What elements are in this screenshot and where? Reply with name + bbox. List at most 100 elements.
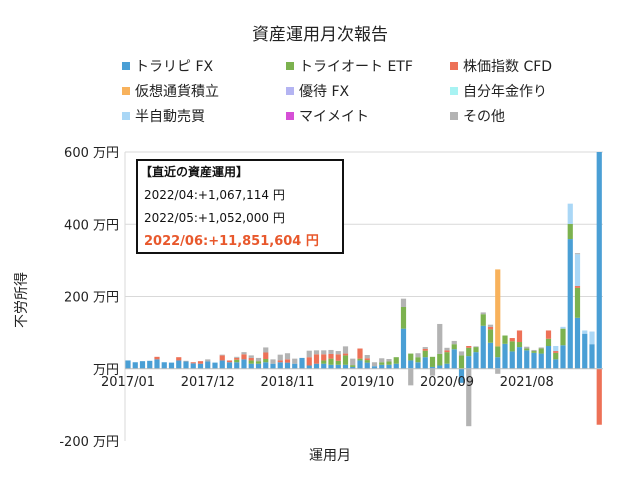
bar-segment <box>277 362 283 369</box>
bar-segment <box>444 363 450 369</box>
x-axis-label: 運用月 <box>309 448 351 464</box>
bar-segment <box>429 368 436 376</box>
legend-swatch <box>450 112 458 120</box>
bar-segment <box>255 357 262 362</box>
bar-segment <box>545 338 552 346</box>
bar-segment <box>219 360 225 369</box>
x-tick-label: 2019/10 <box>340 375 394 390</box>
bar-segment <box>473 346 479 348</box>
bar-segment <box>574 287 581 318</box>
bar-segment <box>415 353 421 358</box>
bar-segment <box>313 363 320 369</box>
bar-segment <box>553 359 559 369</box>
bar-segment <box>205 359 211 362</box>
bar-segment <box>270 359 276 364</box>
annotation-box: 【直近の資産運用】 2022/04:+1,067,114 円 2022/05:+… <box>136 159 344 254</box>
bar-segment <box>241 352 247 355</box>
legend-label: トラリピ FX <box>135 59 214 75</box>
bar-segment <box>183 360 189 362</box>
legend-swatch <box>286 62 294 70</box>
bar-segment <box>574 253 581 255</box>
bar-segment <box>168 362 175 369</box>
bar-segment <box>342 355 349 365</box>
bar-segment <box>487 326 494 330</box>
bar-segment <box>386 361 392 365</box>
bar-segment <box>400 328 407 369</box>
bar-segment <box>364 360 370 363</box>
bar-segment <box>451 349 457 369</box>
bar-segment <box>495 357 501 369</box>
bar-segment <box>313 350 320 355</box>
bar-segment <box>531 349 537 352</box>
bar-segment <box>437 323 443 354</box>
bar-segment <box>531 351 537 353</box>
legend-label: トライオート ETF <box>299 59 413 75</box>
y-tick-label: 400 万円 <box>64 218 119 233</box>
x-tick-label: 2021/08 <box>500 375 554 390</box>
bar-segment <box>248 363 254 369</box>
bar-segment <box>437 353 443 366</box>
bar-segment <box>502 335 508 344</box>
bar-segment <box>205 361 211 369</box>
bar-segment <box>560 345 566 369</box>
bar-segment <box>495 368 501 374</box>
bar-segment <box>379 358 385 363</box>
bar-segment <box>553 345 559 352</box>
bar-segment <box>538 353 544 369</box>
legend-label: マイメイト <box>299 109 369 125</box>
bar-segment <box>241 354 247 360</box>
bar-segment <box>226 362 233 369</box>
legend-item: 自分年金作り <box>450 84 547 100</box>
bar-segment <box>321 350 327 355</box>
bar-segment <box>509 351 515 369</box>
bar-segment <box>408 353 414 361</box>
bar-segment <box>284 353 291 360</box>
y-tick-label: 万円 <box>93 363 119 378</box>
legend-swatch <box>450 87 458 95</box>
bar-segment <box>386 358 392 362</box>
bar-segment <box>582 333 588 369</box>
bar-segment <box>241 359 247 369</box>
bar-segment <box>393 357 399 364</box>
bar-segment <box>466 368 472 427</box>
legend-label: 半自動売買 <box>135 109 205 125</box>
bar-segment <box>422 357 428 369</box>
bar-segment <box>212 362 218 369</box>
bar-segment <box>379 362 385 365</box>
bar-segment <box>545 330 552 339</box>
chart-title: 資産運用月次報告 <box>252 25 388 45</box>
bar-segment <box>335 364 341 369</box>
bar-segment <box>350 366 356 369</box>
bar-segment <box>284 359 291 363</box>
bar-segment <box>574 254 581 287</box>
bar-segment <box>495 346 501 358</box>
bar-segment <box>197 363 204 369</box>
bar-segment <box>219 355 225 361</box>
bar-segment <box>473 347 479 353</box>
bar-segment <box>502 343 508 369</box>
bar-segment <box>480 325 486 369</box>
bar-segment <box>400 298 407 307</box>
bar-segment <box>321 354 327 361</box>
legend-swatch <box>450 62 458 70</box>
bar-segment <box>458 355 465 369</box>
bar-segment <box>306 350 312 358</box>
legend-swatch <box>286 112 294 120</box>
bar-segment <box>487 342 494 369</box>
legend-item: トライオート ETF <box>286 59 413 75</box>
bar-segment <box>190 362 196 364</box>
bar-segment <box>328 364 334 369</box>
bar-segment <box>574 317 581 369</box>
bar-segment <box>567 239 573 369</box>
bar-segment <box>125 360 131 369</box>
bar-segment <box>553 352 559 360</box>
legend-label: その他 <box>463 109 505 125</box>
bar-segment <box>429 366 436 369</box>
bar-segment <box>400 306 407 329</box>
bar-segment <box>263 352 269 359</box>
bar-segment <box>342 353 349 356</box>
bar-segment <box>335 351 341 355</box>
bar-segment <box>422 347 428 349</box>
bar-segment <box>524 346 530 349</box>
bar-segment <box>429 356 436 367</box>
